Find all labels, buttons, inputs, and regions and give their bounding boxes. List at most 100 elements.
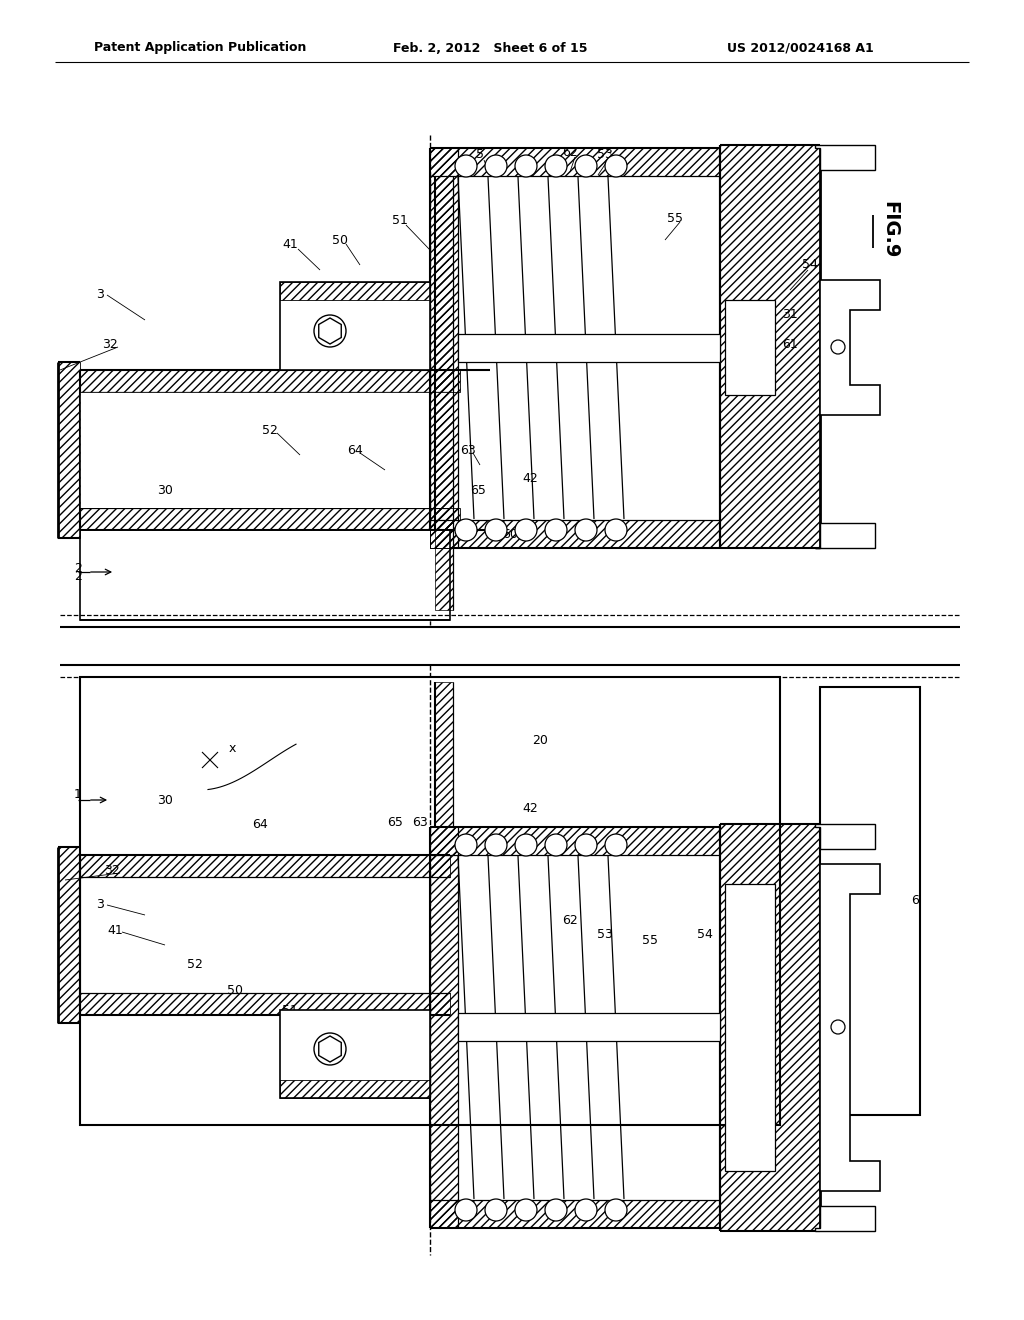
Text: 63: 63	[412, 817, 428, 829]
Bar	[280, 1010, 430, 1098]
Text: 32: 32	[104, 863, 120, 876]
Text: 42: 42	[522, 471, 538, 484]
Text: 64: 64	[252, 818, 268, 832]
Bar	[80, 855, 450, 876]
Bar	[430, 148, 458, 548]
Text: 52: 52	[262, 424, 278, 437]
Polygon shape	[820, 865, 880, 1191]
Text: 41: 41	[283, 239, 298, 252]
Text: 42: 42	[522, 801, 538, 814]
Circle shape	[575, 154, 597, 177]
Text: 3: 3	[96, 289, 104, 301]
Text: 31: 31	[752, 919, 768, 932]
Circle shape	[545, 1199, 567, 1221]
Circle shape	[455, 154, 477, 177]
Text: 60: 60	[502, 528, 518, 541]
Bar	[280, 1080, 430, 1098]
Text: 1: 1	[74, 788, 82, 801]
Bar	[458, 1012, 720, 1041]
Bar	[280, 282, 430, 370]
Text: 50: 50	[332, 234, 348, 247]
Text: 61: 61	[782, 338, 798, 351]
Bar	[435, 682, 453, 828]
Text: 62: 62	[562, 913, 578, 927]
Text: Patent Application Publication: Patent Application Publication	[94, 41, 306, 54]
Circle shape	[575, 519, 597, 541]
Polygon shape	[820, 280, 880, 414]
Text: 55: 55	[642, 933, 658, 946]
Circle shape	[575, 834, 597, 855]
Bar	[80, 677, 780, 1125]
Text: FIG.9: FIG.9	[881, 202, 899, 259]
Text: 3: 3	[96, 899, 104, 912]
Polygon shape	[815, 1206, 874, 1232]
Text: 54: 54	[697, 928, 713, 941]
Circle shape	[545, 519, 567, 541]
Circle shape	[455, 1199, 477, 1221]
Text: 30: 30	[157, 793, 173, 807]
Text: 54: 54	[802, 259, 818, 272]
Bar	[430, 828, 458, 1228]
Text: 31: 31	[782, 309, 798, 322]
Circle shape	[545, 154, 567, 177]
Polygon shape	[318, 1036, 341, 1063]
Circle shape	[485, 154, 507, 177]
Bar	[725, 884, 775, 1171]
Bar	[725, 300, 775, 395]
Circle shape	[575, 1199, 597, 1221]
Text: 61: 61	[762, 888, 778, 902]
Text: 2: 2	[74, 561, 82, 574]
Text: 50: 50	[227, 983, 243, 997]
Text: 32: 32	[102, 338, 118, 351]
Circle shape	[515, 519, 537, 541]
Bar	[80, 993, 450, 1015]
Text: 62: 62	[562, 145, 578, 158]
Text: 53: 53	[597, 149, 613, 161]
Circle shape	[485, 1199, 507, 1221]
Text: 2: 2	[74, 569, 82, 582]
Bar	[430, 828, 720, 855]
Polygon shape	[318, 318, 341, 345]
Text: 30: 30	[157, 483, 173, 496]
Bar	[80, 531, 450, 620]
Text: 5: 5	[401, 1053, 409, 1067]
Bar	[280, 282, 430, 300]
Bar	[435, 176, 453, 610]
Polygon shape	[815, 145, 874, 170]
Circle shape	[605, 519, 627, 541]
Circle shape	[455, 834, 477, 855]
Bar	[458, 334, 720, 362]
Bar	[430, 1200, 720, 1228]
Circle shape	[455, 519, 477, 541]
Bar	[80, 392, 460, 508]
Bar	[58, 362, 80, 539]
Bar	[820, 686, 920, 1115]
Text: 64: 64	[347, 444, 362, 457]
Text: Feb. 2, 2012   Sheet 6 of 15: Feb. 2, 2012 Sheet 6 of 15	[393, 41, 587, 54]
Circle shape	[515, 834, 537, 855]
Bar	[720, 824, 820, 1232]
Bar	[430, 148, 720, 176]
Circle shape	[515, 154, 537, 177]
Circle shape	[515, 1199, 537, 1221]
Text: 41: 41	[108, 924, 123, 936]
Text: 5: 5	[476, 149, 484, 161]
Text: US 2012/0024168 A1: US 2012/0024168 A1	[727, 41, 873, 54]
Text: 6: 6	[911, 895, 919, 908]
Text: 53: 53	[597, 928, 613, 941]
Bar	[720, 145, 820, 548]
Circle shape	[605, 834, 627, 855]
Text: 52: 52	[187, 958, 203, 972]
Circle shape	[314, 315, 346, 347]
Text: 51: 51	[282, 1003, 298, 1016]
Text: 51: 51	[392, 214, 408, 227]
Bar	[80, 508, 460, 531]
Text: x: x	[228, 742, 236, 755]
Text: 63: 63	[460, 444, 476, 457]
Text: 55: 55	[667, 211, 683, 224]
Circle shape	[545, 834, 567, 855]
Circle shape	[485, 519, 507, 541]
Text: 65: 65	[470, 483, 486, 496]
Circle shape	[831, 1020, 845, 1034]
Circle shape	[605, 154, 627, 177]
